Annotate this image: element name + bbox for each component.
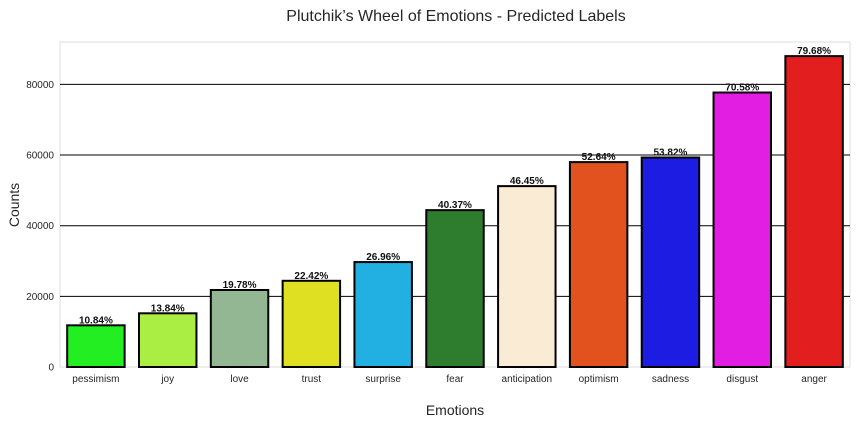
data-label-disgust: 70.58%: [725, 83, 759, 94]
x-tick-label-pessimism: pessimism: [72, 374, 119, 385]
x-tick-label-joy: joy: [160, 374, 174, 385]
x-tick-label-anticipation: anticipation: [502, 374, 553, 385]
x-tick-label-anger: anger: [801, 374, 827, 385]
y-tick-label: 40000: [26, 221, 54, 232]
data-label-joy: 13.84%: [151, 303, 185, 314]
bar-pessimism: [66, 324, 126, 368]
data-label-fear: 40.37%: [438, 200, 472, 211]
y-tick-label: 60000: [26, 151, 54, 162]
x-tick-label-surprise: surprise: [365, 374, 401, 385]
bar-surprise: [353, 261, 413, 368]
data-label-optimism: 52.64%: [582, 152, 616, 163]
y-tick-label: 20000: [26, 292, 54, 303]
x-tick-label-disgust: disgust: [726, 374, 758, 385]
y-axis-label: Counts: [6, 183, 22, 227]
data-label-surprise: 26.96%: [366, 252, 400, 263]
x-tick-label-love: love: [230, 374, 249, 385]
bar-optimism: [568, 161, 629, 368]
data-label-trust: 22.42%: [294, 271, 328, 282]
bar-anger: [784, 55, 844, 369]
x-tick-label-fear: fear: [446, 374, 464, 385]
bar-love: [209, 288, 270, 369]
chart-title: Plutchik’s Wheel of Emotions - Predicted…: [286, 8, 625, 25]
x-tick-label-trust: trust: [302, 374, 322, 385]
bar-anticipation: [497, 185, 557, 368]
bar-sadness: [640, 156, 701, 368]
y-tick-label: 80000: [26, 80, 54, 91]
data-label-anger: 79.68%: [797, 46, 831, 57]
bar-trust: [281, 279, 342, 369]
bar-disgust: [712, 91, 773, 369]
bar-fear: [425, 209, 485, 368]
bar-joy: [138, 312, 198, 369]
data-label-sadness: 53.82%: [653, 148, 687, 159]
data-label-anticipation: 46.45%: [510, 176, 544, 187]
data-label-pessimism: 10.84%: [79, 315, 113, 326]
y-tick-label: 0: [48, 363, 54, 374]
x-axis-label: Emotions: [426, 402, 484, 418]
x-tick-label-sadness: sadness: [652, 374, 689, 385]
data-label-love: 19.78%: [223, 280, 257, 291]
x-tick-label-optimism: optimism: [579, 374, 619, 385]
